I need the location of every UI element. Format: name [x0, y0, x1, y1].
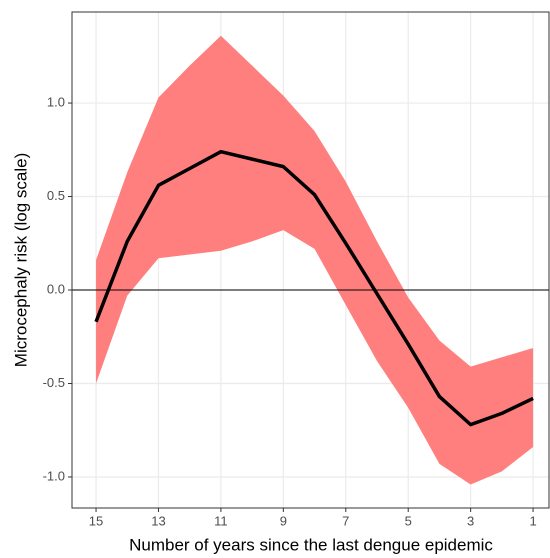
plot-border [71, 11, 550, 509]
y-tick-label: -0.5 [43, 375, 65, 390]
y-axis-title: Microcephaly risk (log scale) [11, 153, 30, 367]
y-tick-label: 1.0 [47, 94, 65, 109]
x-tick-label: 1 [529, 513, 536, 528]
x-tick-label: 3 [467, 513, 474, 528]
x-tick-label: 7 [342, 513, 349, 528]
x-tick-label: 11 [214, 513, 228, 528]
x-tick-label: 9 [280, 513, 287, 528]
x-axis-title: Number of years since the last dengue ep… [129, 535, 493, 554]
x-tick-label: 15 [89, 513, 103, 528]
y-tick-label: -1.0 [43, 468, 65, 483]
line [94, 149, 534, 427]
y-tick-label: 0.5 [47, 188, 65, 203]
y-tick-label: 0.0 [47, 281, 65, 296]
x-tick-label: 13 [151, 513, 165, 528]
x-tick-label: 5 [405, 513, 412, 528]
